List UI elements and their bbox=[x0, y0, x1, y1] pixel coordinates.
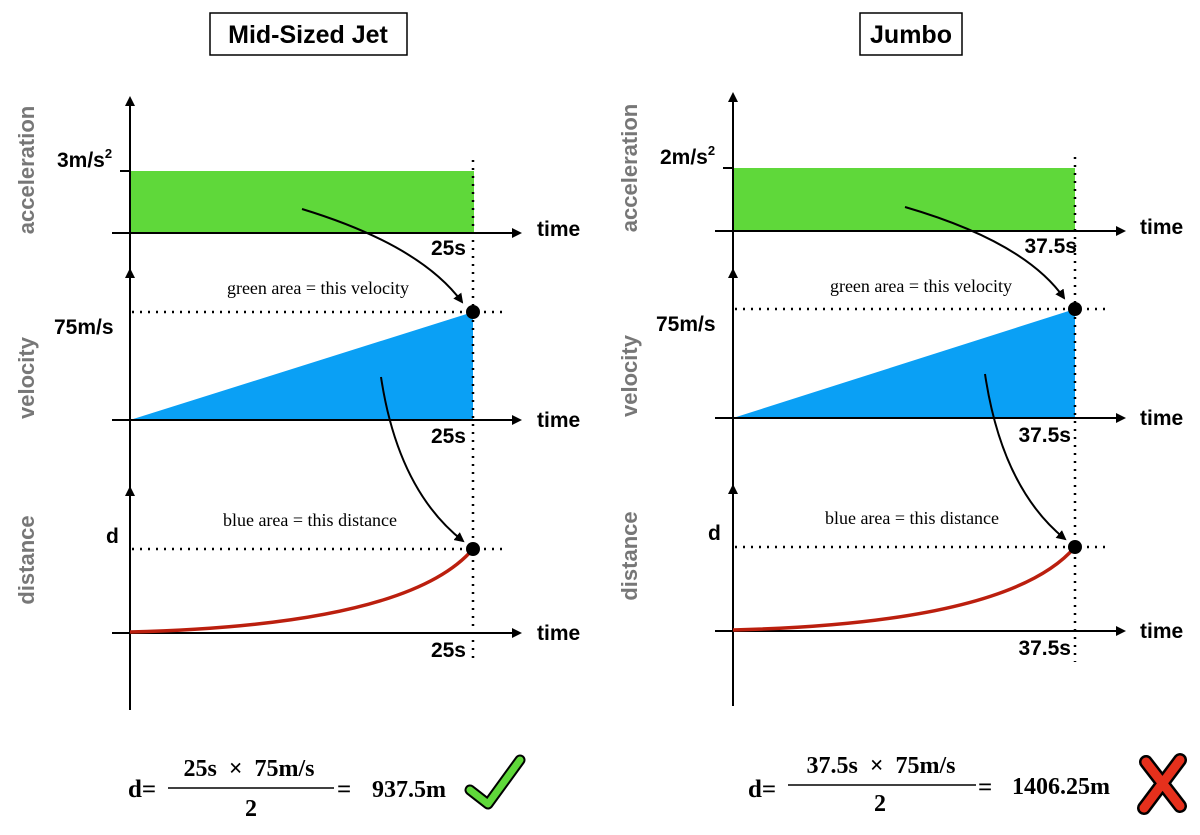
blue-to-distance-arrow bbox=[380, 376, 465, 543]
formula-equals: = bbox=[337, 776, 351, 803]
time-value-velocity: 37.5s bbox=[1018, 424, 1071, 447]
blue-to-distance-arrow bbox=[984, 373, 1067, 541]
formula-result: 1406.25m bbox=[1012, 774, 1110, 800]
time-label-distance: time bbox=[1140, 620, 1183, 643]
time-label-velocity: time bbox=[537, 409, 580, 432]
panel-jumbo: Jumbo acceleration 2m/s2 time 37.5s velo… bbox=[617, 12, 1187, 817]
velocity-value: 75m/s bbox=[656, 313, 716, 336]
velocity-value: 75m/s bbox=[54, 316, 114, 339]
formula: d= 25s × 75m/s 2 = 937.5m bbox=[128, 756, 446, 822]
time-value-acceleration: 37.5s bbox=[1024, 235, 1077, 258]
cross-mark-icon bbox=[1137, 753, 1187, 815]
time-value-distance: 25s bbox=[431, 639, 466, 662]
time-value-acceleration: 25s bbox=[431, 237, 466, 260]
formula-result: 937.5m bbox=[372, 777, 446, 803]
time-label-velocity: time bbox=[1140, 407, 1183, 430]
acceleration-area bbox=[733, 168, 1075, 231]
acceleration-axis-label: acceleration bbox=[14, 106, 39, 234]
green-to-velocity-arrow bbox=[904, 206, 1066, 300]
time-value-distance: 37.5s bbox=[1018, 637, 1071, 660]
acceleration-area bbox=[130, 171, 474, 233]
blue-area-annotation: blue area = this distance bbox=[825, 508, 999, 528]
velocity-area bbox=[130, 312, 473, 420]
blue-area-annotation: blue area = this distance bbox=[223, 510, 397, 530]
velocity-axis-label: velocity bbox=[617, 334, 642, 417]
time-label-acceleration: time bbox=[1140, 216, 1183, 239]
green-area-annotation: green area = this velocity bbox=[227, 278, 409, 298]
formula: d= 37.5s × 75m/s 2 = 1406.25m bbox=[748, 753, 1110, 817]
formula-numerator: 37.5s × 75m/s bbox=[806, 753, 955, 779]
formula-numerator: 25s × 75m/s bbox=[183, 756, 314, 782]
distance-value: d bbox=[708, 522, 721, 545]
distance-curve bbox=[732, 545, 1077, 632]
green-area-annotation: green area = this velocity bbox=[830, 276, 1012, 296]
distance-value: d bbox=[106, 525, 119, 548]
formula-lhs: d= bbox=[748, 776, 776, 803]
acceleration-value: 2m/s2 bbox=[660, 143, 715, 169]
formula-equals: = bbox=[978, 774, 992, 801]
distance-point bbox=[466, 542, 480, 556]
distance-axis-label: distance bbox=[617, 511, 642, 600]
formula-lhs: d= bbox=[128, 776, 156, 803]
time-label-acceleration: time bbox=[537, 218, 580, 241]
velocity-area bbox=[733, 309, 1075, 418]
time-label-distance: time bbox=[537, 622, 580, 645]
panel-title: Jumbo bbox=[870, 21, 952, 49]
formula-denominator: 2 bbox=[874, 791, 886, 817]
acceleration-value: 3m/s2 bbox=[57, 146, 112, 172]
acceleration-axis-label: acceleration bbox=[617, 104, 642, 232]
panel-mid-sized-jet: Mid-Sized Jet acceleration 3m/s2 time 25… bbox=[14, 12, 580, 822]
time-value-velocity: 25s bbox=[431, 425, 466, 448]
velocity-axis-label: velocity bbox=[14, 336, 39, 419]
title-box bbox=[859, 12, 963, 56]
formula-denominator: 2 bbox=[245, 796, 257, 822]
distance-point bbox=[1068, 540, 1082, 554]
distance-axis-label: distance bbox=[14, 515, 39, 604]
green-to-velocity-arrow bbox=[301, 208, 464, 304]
title-box bbox=[209, 12, 408, 56]
panel-title: Mid-Sized Jet bbox=[228, 21, 388, 49]
distance-curve bbox=[129, 547, 475, 634]
